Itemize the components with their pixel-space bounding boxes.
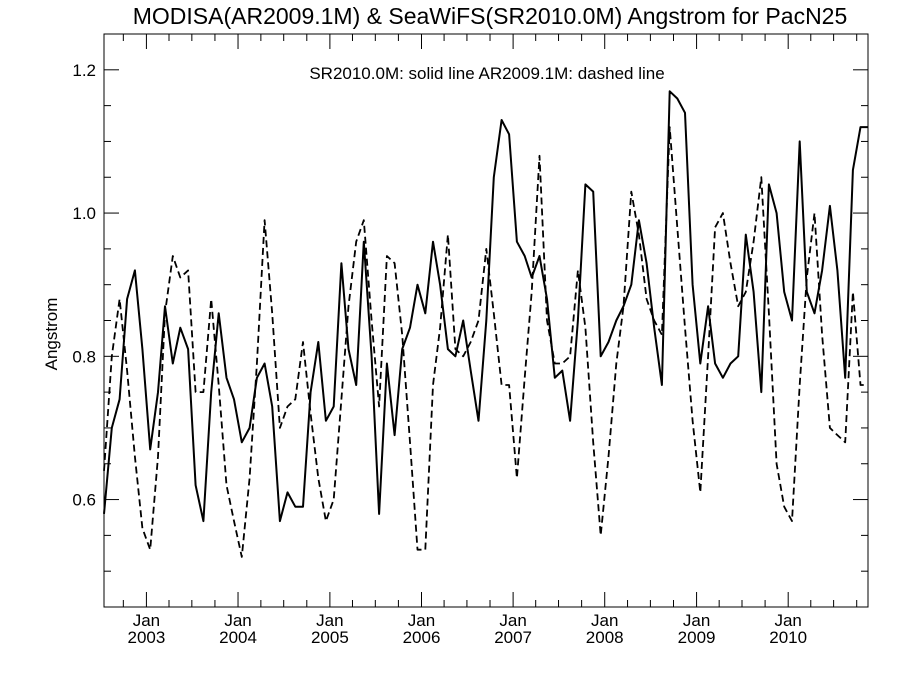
x-tick-label-year: 2006: [403, 628, 441, 647]
y-axis: 0.6 0.8 1.0 1.2: [72, 33, 868, 608]
series-lines: [103, 90, 869, 558]
x-axis: Jan2003Jan2004Jan2005Jan2006Jan2007Jan20…: [122, 34, 858, 647]
x-tick-label-month: Jan: [133, 611, 160, 630]
x-tick-label-month: Jan: [224, 611, 251, 630]
y-tick-label: 0.6: [72, 491, 96, 510]
x-tick-label-year: 2009: [678, 628, 716, 647]
x-tick-label-year: 2007: [494, 628, 532, 647]
x-tick-label-month: Jan: [408, 611, 435, 630]
y-tick-label: 1.0: [72, 204, 96, 223]
x-tick-label-year: 2003: [128, 628, 166, 647]
x-tick-label-month: Jan: [683, 611, 710, 630]
chart-title: MODISA(AR2009.1M) & SeaWiFS(SR2010.0M) A…: [133, 3, 848, 29]
x-tick-label-year: 2004: [219, 628, 257, 647]
series-line-sr2010: [103, 90, 869, 523]
y-tick-label: 1.2: [72, 61, 96, 80]
y-tick-label: 0.8: [72, 347, 96, 366]
x-tick-label-year: 2005: [311, 628, 349, 647]
x-tick-label-year: 2010: [769, 628, 807, 647]
x-tick-label-month: Jan: [774, 611, 801, 630]
x-tick-label-month: Jan: [591, 611, 618, 630]
series-line-ar2009: [103, 126, 869, 558]
series-annotation: SR2010.0M: solid line AR2009.1M: dashed …: [309, 64, 664, 83]
x-tick-label-year: 2008: [586, 628, 624, 647]
x-tick-label-month: Jan: [499, 611, 526, 630]
x-tick-label-month: Jan: [316, 611, 343, 630]
y-axis-label: Angstrom: [42, 298, 61, 371]
